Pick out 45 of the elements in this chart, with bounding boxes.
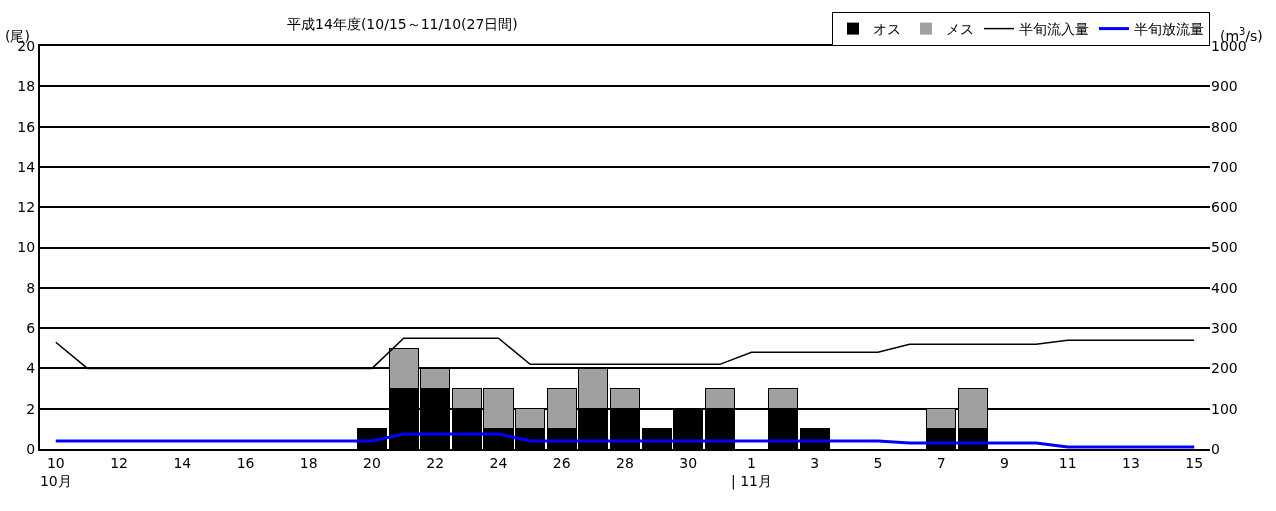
y-tick-label: 4 xyxy=(26,360,36,377)
legend-label: 半旬流入量 xyxy=(1019,21,1089,38)
x-tick-label: 3 xyxy=(810,454,820,471)
x-tick-label: 11 xyxy=(1058,454,1077,471)
x-tick-label: 22 xyxy=(426,454,445,471)
y2-tick-label: 300 xyxy=(1211,320,1238,336)
y-tick-label: 10 xyxy=(17,239,36,256)
y-tick-label: 18 xyxy=(17,78,36,95)
y-tick-label: 6 xyxy=(26,320,36,336)
y2-tick-label: 900 xyxy=(1211,78,1238,95)
x-tick-label: 28 xyxy=(616,454,634,471)
x-tick-label: 5 xyxy=(873,454,883,471)
x-tick-label: 14 xyxy=(173,454,192,471)
y2-tick-label: 400 xyxy=(1211,279,1238,296)
legend-label: オス xyxy=(873,21,901,38)
x-tick-label: 1 | 11月 xyxy=(731,454,772,490)
x-tick-label: 12 xyxy=(110,454,128,471)
y-tick-label: 12 xyxy=(17,199,36,216)
x-tick-label: 15 xyxy=(1185,454,1204,471)
legend-label: メス xyxy=(946,21,974,38)
y-tick-label: 0 xyxy=(26,440,36,457)
y-tick-label: 16 xyxy=(17,118,36,135)
x-tick-label: 10 10月 xyxy=(39,454,72,489)
y-tick-label: 14 xyxy=(17,158,36,175)
y2-tick-label: 700 xyxy=(1211,158,1238,175)
x-tick-label: 13 xyxy=(1122,454,1140,471)
y2-tick-label: 0 xyxy=(1211,440,1220,457)
y2-tick-label: 500 xyxy=(1211,239,1238,256)
legend-label: 半旬放流量 xyxy=(1134,21,1204,38)
y-tick-label: 2 xyxy=(26,400,36,417)
line-series xyxy=(54,432,1196,449)
y2-tick-label: 800 xyxy=(1211,118,1238,135)
y2-tick-label: 600 xyxy=(1211,199,1238,216)
x-tick-label: 24 xyxy=(489,454,508,471)
x-tick-label: 20 xyxy=(363,454,381,471)
x-tick-label: 18 xyxy=(299,454,318,471)
y-tick-label: 8 xyxy=(26,279,36,296)
x-tick-label: 26 xyxy=(552,454,571,471)
x-tick-label: 30 xyxy=(679,454,698,471)
y2-tick-label: 200 xyxy=(1211,360,1238,377)
x-tick-label: 9 xyxy=(1000,454,1009,471)
y2-tick-label: 100 xyxy=(1211,400,1238,417)
x-tick-label: 7 xyxy=(936,454,946,471)
x-tick-label: 16 xyxy=(236,454,255,471)
chart-title: 平成14年度(10/15～11/10(27日間) xyxy=(287,16,518,33)
